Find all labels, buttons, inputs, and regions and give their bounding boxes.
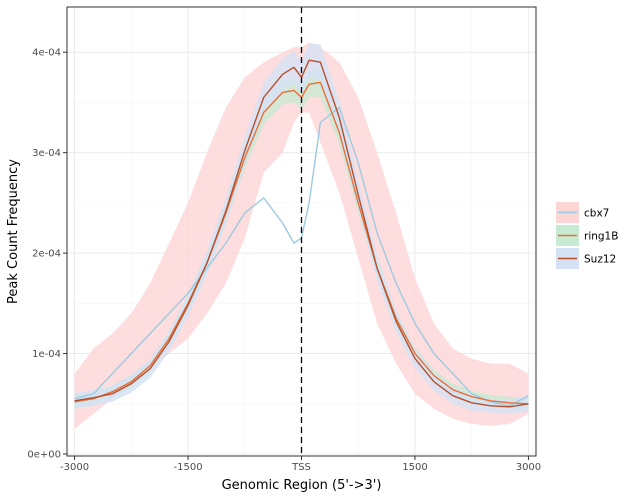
y-tick-label: 4e-04 — [32, 48, 61, 59]
x-tick-label: -1500 — [174, 462, 203, 473]
y-tick-label: 0e+00 — [27, 449, 61, 460]
legend-label-suz12: Suz12 — [584, 254, 616, 266]
y-tick-label: 2e-04 — [32, 249, 61, 260]
legend-label-cbx7: cbx7 — [584, 208, 609, 220]
legend: cbx7 ring1B Suz12 — [556, 202, 618, 269]
ribbon-cbx7 — [74, 42, 529, 429]
x-tick-label: -3000 — [60, 462, 89, 473]
ribbons — [74, 42, 529, 429]
y-tick-label: 3e-04 — [32, 148, 61, 159]
axis-ticks: -3000 -1500 TSS 1500 3000 0e+00 1e-04 2e-04 3e-0… — [27, 48, 541, 473]
x-tick-label: 3000 — [516, 462, 541, 473]
legend-label-ring1b: ring1B — [584, 231, 618, 243]
y-axis-title: Peak Count Frequency — [6, 159, 21, 304]
y-tick-label: 1e-04 — [32, 349, 61, 360]
x-axis-title: Genomic Region (5'->3') — [222, 478, 382, 493]
x-tick-label: TSS — [291, 462, 311, 473]
x-tick-label: 1500 — [402, 462, 427, 473]
